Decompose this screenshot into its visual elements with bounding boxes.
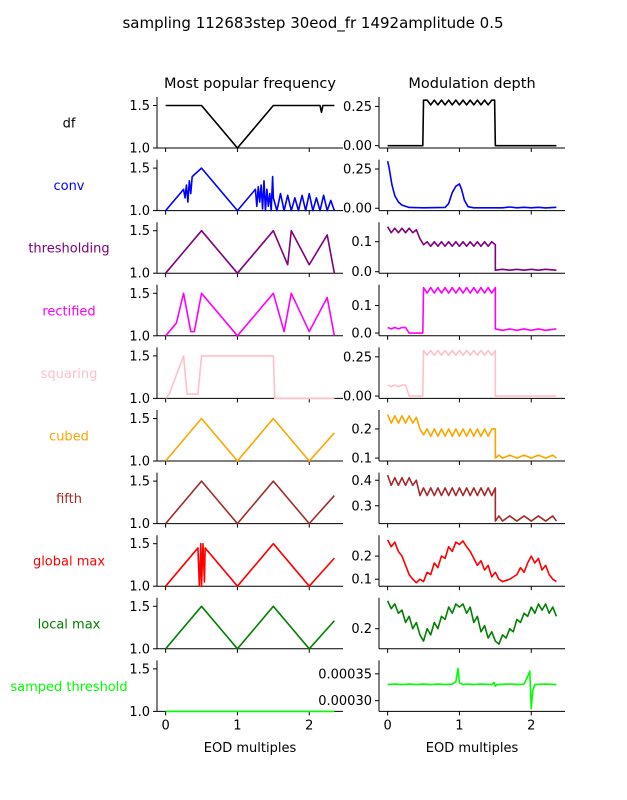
x-axis-label-right: EOD multiples xyxy=(426,741,519,756)
row-label: df xyxy=(63,117,76,132)
y-tick-label: 1.0 xyxy=(129,642,150,657)
y-tick-label: 1.5 xyxy=(129,99,150,114)
y-tick-label: 0.2 xyxy=(351,422,372,437)
y-tick-label: 1.5 xyxy=(129,287,150,302)
modulation-series-line xyxy=(386,414,557,459)
modulation-series-line xyxy=(387,99,557,147)
row-label: global max xyxy=(33,555,105,570)
frequency-series-line xyxy=(165,355,335,400)
x-tick-label: 0 xyxy=(161,718,169,733)
y-tick-label: 0.25 xyxy=(343,350,372,365)
y-tick-label: 0.0 xyxy=(351,327,372,342)
y-tick-label: 1.0 xyxy=(129,455,150,470)
modulation-series-line xyxy=(386,226,557,271)
y-tick-label: 1.0 xyxy=(129,329,150,344)
figure-title: sampling 112683step 30eod_fr 1492amplitu… xyxy=(122,14,503,33)
row-label: conv xyxy=(53,179,84,194)
y-tick-label: 1.0 xyxy=(129,392,150,407)
y-tick-label: 0.1 xyxy=(351,299,372,314)
modulation-series-line xyxy=(386,474,558,522)
y-tick-label: 0.1 xyxy=(351,235,372,250)
frequency-series-line xyxy=(165,229,336,274)
y-tick-label: 0.25 xyxy=(343,100,372,115)
y-tick-label: 0.2 xyxy=(351,622,372,637)
y-tick-label: 1.0 xyxy=(129,142,150,157)
y-tick-label: 1.5 xyxy=(129,537,150,552)
column-title-modulation: Modulation depth xyxy=(408,76,535,92)
y-tick-label: 1.5 xyxy=(129,349,150,364)
x-tick-label: 1 xyxy=(233,718,241,733)
modulation-series-line xyxy=(387,349,557,397)
x-tick-label: 0 xyxy=(383,718,391,733)
y-tick-label: 0.0 xyxy=(351,265,372,280)
frequency-series-line xyxy=(165,605,335,650)
y-tick-label: 1.0 xyxy=(129,705,150,720)
row-label: thresholding xyxy=(28,242,109,257)
y-tick-label: 1.0 xyxy=(129,204,150,219)
row-label: local max xyxy=(38,617,101,632)
column-title-frequency: Most popular frequency xyxy=(164,76,336,92)
modulation-series-line xyxy=(386,600,558,645)
y-tick-label: 0.3 xyxy=(351,499,372,514)
x-tick-label: 2 xyxy=(527,718,535,733)
row-label: cubed xyxy=(49,430,89,445)
y-tick-label: 1.5 xyxy=(129,162,150,177)
y-tick-label: 1.5 xyxy=(129,224,150,239)
y-tick-label: 1.5 xyxy=(129,475,150,490)
y-tick-label: 0.00 xyxy=(343,202,372,217)
row-label: rectified xyxy=(42,304,95,319)
y-tick-label: 0.00030 xyxy=(318,694,372,709)
modulation-series-line xyxy=(386,539,557,584)
frequency-series-line xyxy=(165,104,335,149)
x-tick-label: 2 xyxy=(305,718,313,733)
modulation-series-line xyxy=(386,160,557,209)
y-tick-label: 1.0 xyxy=(129,267,150,282)
frequency-series-line xyxy=(165,292,336,337)
y-tick-label: 0.2 xyxy=(351,550,372,565)
x-axis-label-left: EOD multiples xyxy=(204,741,297,756)
frequency-series-line xyxy=(165,417,335,462)
x-tick-label: 1 xyxy=(455,718,463,733)
y-tick-label: 1.5 xyxy=(129,600,150,615)
row-label: squaring xyxy=(41,367,98,382)
y-tick-label: 0.1 xyxy=(351,452,372,467)
y-tick-label: 1.0 xyxy=(129,517,150,532)
y-tick-label: 0.00 xyxy=(343,139,372,154)
y-tick-label: 1.5 xyxy=(129,662,150,677)
y-tick-label: 0.1 xyxy=(351,573,372,588)
y-tick-label: 0.00 xyxy=(343,390,372,405)
y-tick-label: 0.25 xyxy=(343,163,372,178)
frequency-series-line xyxy=(165,480,335,525)
panels: df1.01.50.000.25conv1.01.50.000.25thresh… xyxy=(10,97,565,733)
row-label: samped threshold xyxy=(10,680,127,695)
y-tick-label: 1.5 xyxy=(129,412,150,427)
modulation-series-line xyxy=(387,667,557,710)
y-tick-label: 0.00035 xyxy=(318,667,372,682)
y-tick-label: 0.4 xyxy=(351,474,372,489)
frequency-series-line xyxy=(165,167,336,212)
frequency-series-line xyxy=(165,542,335,587)
modulation-series-line xyxy=(387,286,557,334)
row-label: fifth xyxy=(56,492,82,507)
y-tick-label: 1.0 xyxy=(129,580,150,595)
